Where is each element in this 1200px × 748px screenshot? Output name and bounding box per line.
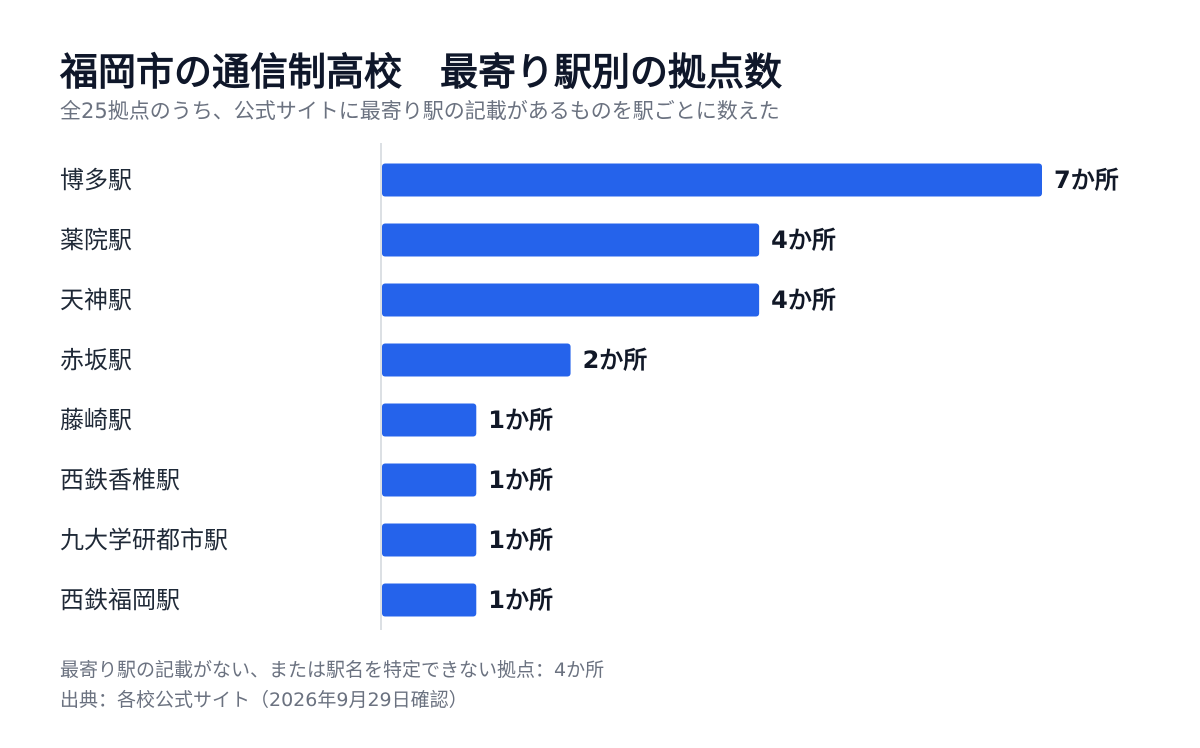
category-label: 九大学研都市駅 xyxy=(60,526,228,554)
source-note: 出典：各校公式サイト（2026年9月29日確認） xyxy=(60,689,468,711)
value-label: 1か所 xyxy=(488,466,553,494)
bar xyxy=(382,343,571,377)
value-label: 1か所 xyxy=(488,406,553,434)
value-label: 1か所 xyxy=(488,586,553,614)
category-label: 薬院駅 xyxy=(60,226,132,254)
category-label: 西鉄福岡駅 xyxy=(60,586,180,614)
value-label: 7か所 xyxy=(1054,166,1119,194)
chart-subtitle: 全25拠点のうち、公式サイトに最寄り駅の記載があるものを駅ごとに数えた xyxy=(60,99,780,123)
bar xyxy=(382,223,760,257)
footnote-missing: 最寄り駅の記載がない、または駅名を特定できない拠点：4か所 xyxy=(60,659,605,681)
value-label: 4か所 xyxy=(771,226,836,254)
category-label: 藤崎駅 xyxy=(60,406,132,434)
bar xyxy=(382,403,477,437)
category-label: 博多駅 xyxy=(60,166,132,194)
bar xyxy=(382,283,760,317)
category-label: 赤坂駅 xyxy=(60,346,132,374)
bar xyxy=(382,163,1042,197)
category-label: 天神駅 xyxy=(60,286,132,314)
category-label: 西鉄香椎駅 xyxy=(60,466,180,494)
value-label: 2か所 xyxy=(583,346,648,374)
bar xyxy=(382,583,477,617)
value-label: 1か所 xyxy=(488,526,553,554)
bar xyxy=(382,523,477,557)
value-label: 4か所 xyxy=(771,286,836,314)
bar xyxy=(382,463,477,497)
chart-title: 福岡市の通信制高校 最寄り駅別の拠点数 xyxy=(60,50,783,94)
